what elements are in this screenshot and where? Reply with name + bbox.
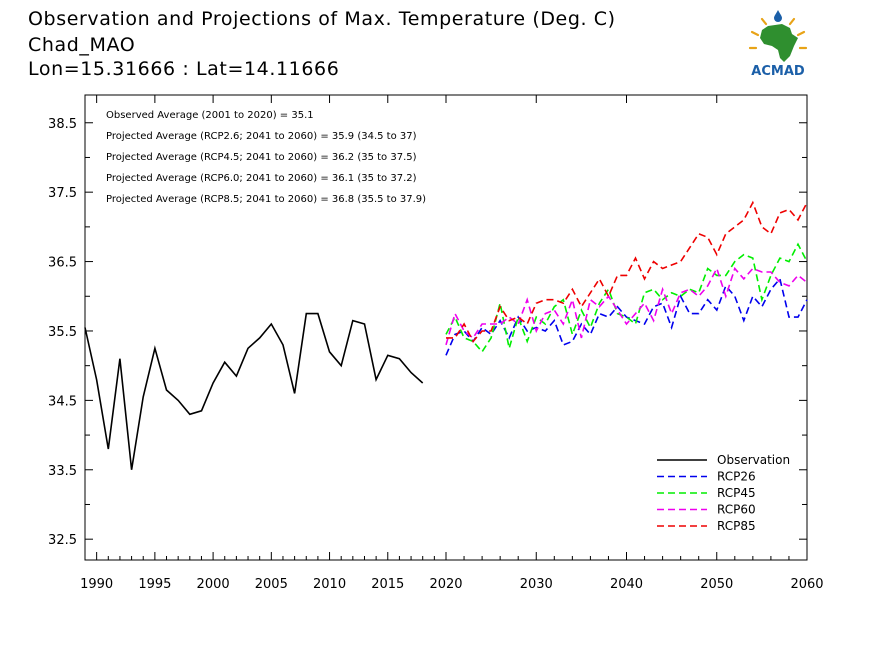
x-tick-label: 2060 (790, 577, 823, 592)
legend-label: RCP60 (717, 503, 756, 517)
station-coordinates: Lon=15.31666 : Lat=14.11666 (28, 58, 340, 80)
chart-title: Observation and Projections of Max. Temp… (28, 8, 616, 30)
y-axis: 32.5 33.5 34.5 35.5 36.5 37.5 38.5 (48, 117, 807, 548)
series-line-rcp85 (446, 200, 808, 343)
y-tick-label: 37.5 (48, 186, 77, 201)
x-tick-label: 2010 (313, 577, 346, 592)
series-line-rcp60 (445, 266, 808, 346)
y-tick-label: 35.5 (48, 325, 77, 340)
legend-label: Observation (717, 453, 790, 467)
x-tick-label: 2005 (255, 577, 288, 592)
logo-text: ACMAD (751, 64, 805, 79)
y-tick-label: 33.5 (48, 464, 77, 479)
x-tick-label: 1995 (138, 577, 171, 592)
x-tick-label: 2020 (429, 577, 462, 592)
series-line-rcp26 (445, 277, 808, 356)
plot-frame (84, 94, 808, 561)
y-tick-label: 32.5 (48, 533, 77, 548)
y-tick-label: 36.5 (48, 256, 77, 271)
x-tick-label: 2000 (197, 577, 230, 592)
x-tick-label: 2050 (700, 577, 733, 592)
legend: Observation RCP26 RCP45 RCP60 RCP85 (657, 453, 790, 533)
legend-label: RCP26 (717, 470, 756, 484)
annotation-text: Projected Average (RCP8.5; 2041 to 2060)… (106, 194, 426, 205)
series-line-observation (84, 312, 424, 470)
x-tick-label: 2030 (520, 577, 553, 592)
y-tick-label: 34.5 (48, 394, 77, 409)
annotation-text: Projected Average (RCP4.5; 2041 to 2060)… (106, 152, 417, 163)
x-tick-label: 2015 (371, 577, 404, 592)
annotation-text: Observed Average (2001 to 2020) = 35.1 (106, 110, 314, 121)
x-axis: 1990 1995 2000 2005 2010 2015 2020 2030 2040 2050… (80, 95, 824, 592)
y-tick-label: 38.5 (48, 117, 77, 132)
annotation-text: Projected Average (RCP2.6; 2041 to 2060)… (106, 131, 417, 142)
series-layer (84, 200, 808, 470)
x-tick-label: 2040 (610, 577, 643, 592)
legend-label: RCP85 (717, 519, 756, 533)
annotations: Observed Average (2001 to 2020) = 35.1 Pr… (106, 110, 426, 205)
legend-label: RCP45 (717, 486, 756, 500)
annotation-text: Projected Average (RCP6.0; 2041 to 2060)… (106, 173, 417, 184)
series-line-rcp45 (445, 242, 808, 354)
x-tick-label: 1990 (80, 577, 113, 592)
africa-sun-logo-icon (748, 10, 808, 62)
station-name: Chad_MAO (28, 34, 136, 56)
